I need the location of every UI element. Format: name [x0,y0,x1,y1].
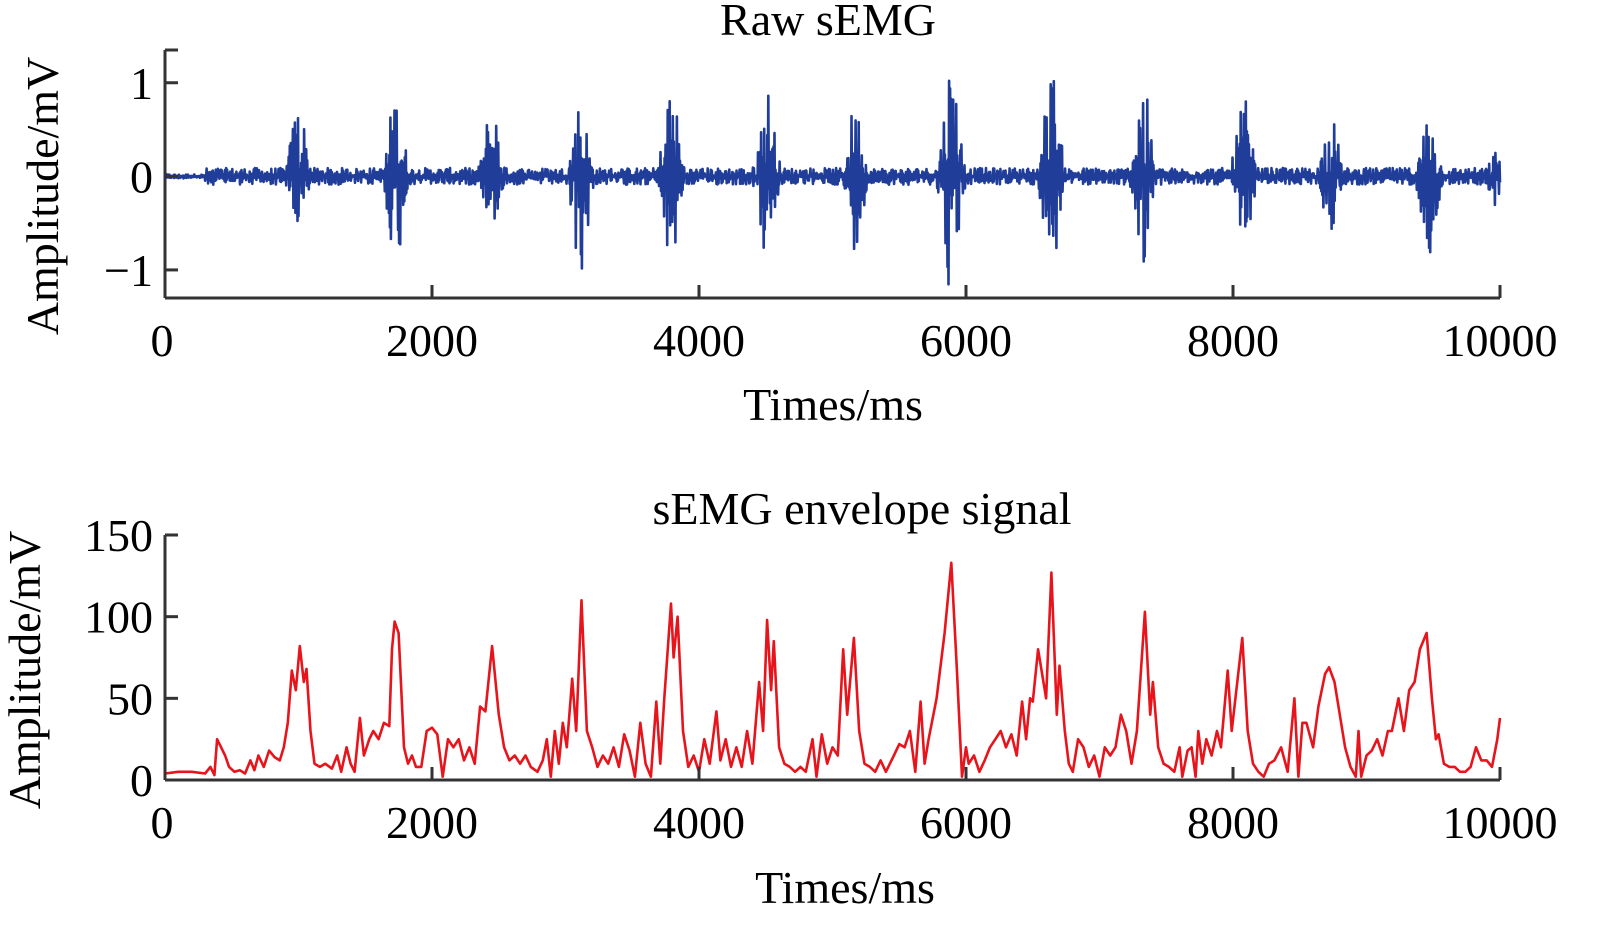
y-tick-label: 50 [107,673,153,724]
y-tick-label: −1 [104,245,153,296]
x-tick-label: 8000 [1187,797,1279,848]
x-axis-label: Times/ms [755,862,935,913]
x-tick-label: 10000 [1443,315,1558,366]
x-tick-label: 10000 [1443,797,1558,848]
y-axis-label: Amplitude/mV [17,57,68,336]
y-tick-label: 100 [84,592,153,643]
y-tick-label: 0 [130,755,153,806]
y-tick-label: 150 [84,510,153,561]
x-tick-label: 2000 [386,797,478,848]
x-tick-label: 6000 [920,315,1012,366]
x-tick-label: 4000 [653,797,745,848]
y-tick-label: 0 [130,151,153,202]
x-tick-label: 0 [151,797,174,848]
x-axis-label: Times/ms [743,379,923,430]
raw-semg-panel: Raw sEMG Times/ms Amplitude/mV 0 2000 4000… [17,0,1558,430]
x-tick-label: 0 [151,315,174,366]
data-series-line [164,561,1502,778]
y-tick-label: 1 [130,58,153,109]
x-tick-label: 4000 [653,315,745,366]
x-tick-label: 2000 [386,315,478,366]
x-tick-label: 8000 [1187,315,1279,366]
data-series-line [163,79,1502,286]
chart-title: sEMG envelope signal [652,483,1071,534]
x-tick-label: 6000 [920,797,1012,848]
y-axis-label: Amplitude/mV [0,531,50,810]
envelope-panel: sEMG envelope signal Times/ms Amplitude/… [0,483,1558,913]
chart-title: Raw sEMG [720,0,936,45]
